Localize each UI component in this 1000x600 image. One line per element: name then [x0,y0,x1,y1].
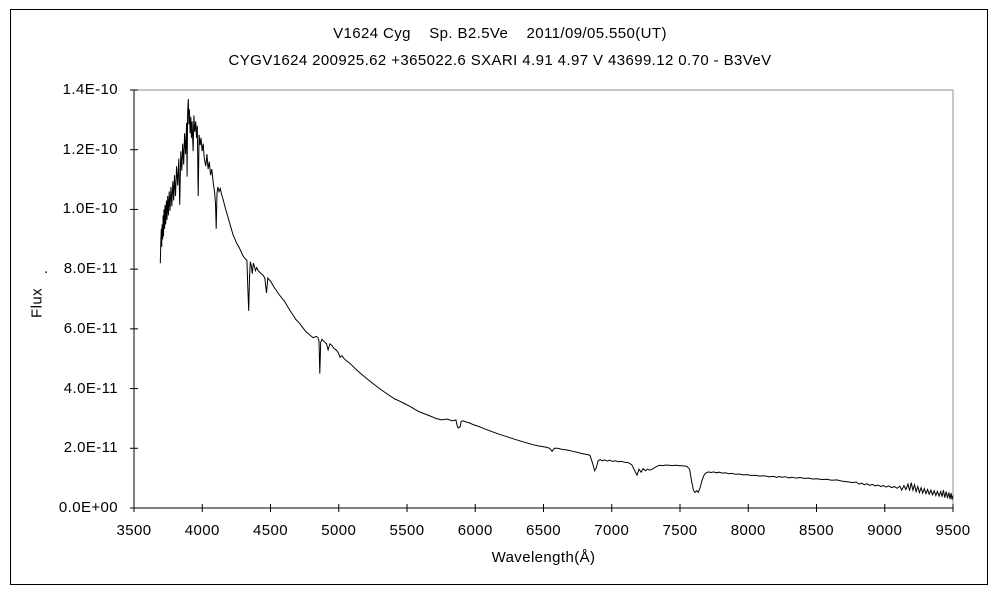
chart-subtitle: CYGV1624 200925.62 +365022.6 SXARI 4.91 … [228,52,772,69]
y-tick-label: 4.0E-11 [63,379,118,397]
y-tick-label: 8.0E-11 [63,260,118,278]
spectrum-line [159,98,954,500]
x-tick-label: 7000 [594,522,630,539]
x-tick-label: 5500 [389,522,425,539]
x-tick-label: 6000 [457,522,493,539]
x-tick-label: 7500 [662,522,698,539]
x-tick-label: 3500 [116,522,152,539]
x-tick-label: 9500 [935,522,971,539]
x-tick-label: 5000 [321,522,357,539]
y-tick-label: 1.0E-10 [62,200,118,218]
x-tick-label: 8000 [730,522,766,539]
x-tick-label: 6500 [526,522,561,539]
x-tick-label: 9000 [867,522,903,539]
x-tick-label: 4500 [253,522,288,539]
page-border [10,9,988,585]
y-tick-label: 6.0E-11 [63,319,118,337]
x-tick-label: 8500 [799,522,834,539]
y-tick-label: 1.2E-10 [62,140,118,158]
y-axis-title-dot: . [44,260,49,277]
y-tick-label: 2.0E-11 [63,439,118,457]
x-axis-title: Wavelength(Å) [491,549,596,566]
x-tick-label: 4000 [184,522,220,539]
y-tick-label: 0.0E+00 [58,499,118,516]
y-tick-label: 1.4E-10 [62,81,118,98]
chart-title: V1624 Cyg Sp. B2.5Ve 2011/09/05.550(UT) [333,25,667,42]
